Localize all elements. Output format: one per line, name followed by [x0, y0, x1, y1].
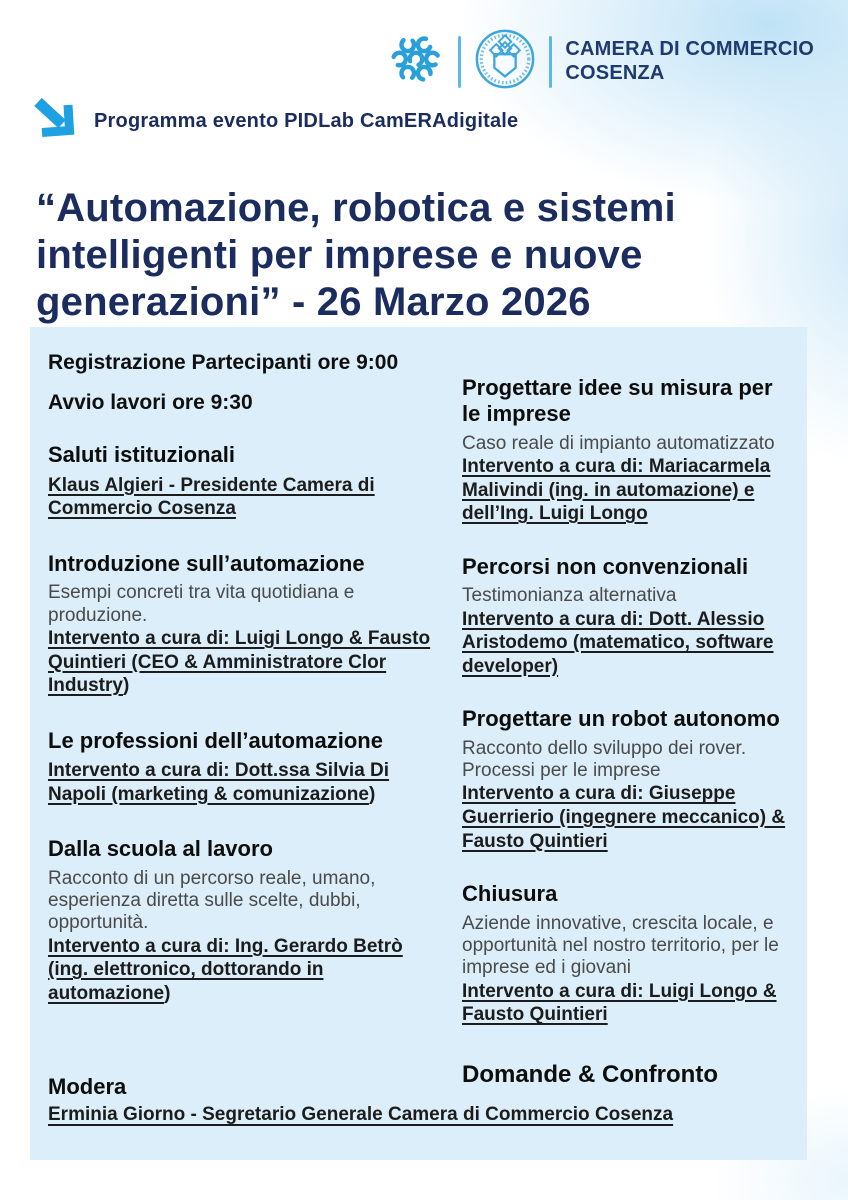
- speaker-link[interactable]: Intervento a cura di: Dott.ssa Silvia Di…: [48, 760, 390, 805]
- section-title: Introduzione sull’automazione: [48, 550, 365, 576]
- program-label: Programma evento PIDLab CamERAdigitale: [94, 110, 519, 132]
- program-label-row: Programma evento PIDLab CamERAdigitale: [34, 97, 519, 143]
- section-body: Testimonianza alternativa: [462, 585, 677, 607]
- section-body: Caso reale di impianto automatizzato: [462, 432, 775, 454]
- section-body: Racconto di un percorso reale, umano, es…: [48, 867, 376, 934]
- speaker-link[interactable]: Intervento a cura di: Luigi Longo & Faus…: [462, 980, 777, 1026]
- section-percorsi-non-convenzionali: Percorsi non convenzionali Testimonianza…: [462, 554, 789, 678]
- speaker-link[interactable]: Klaus Algieri - Presidente Camera di Com…: [48, 474, 375, 520]
- qa-heading: Domande & Confronto: [462, 1060, 718, 1088]
- section-saluti-istituzionali: Saluti istituzionali Klaus Algieri - Pre…: [48, 442, 434, 520]
- section-title: Chiusura: [462, 881, 558, 907]
- section-title: Percorsi non convenzionali: [462, 553, 749, 579]
- brand-name-line1: CAMERA DI COMMERCIO: [565, 37, 814, 60]
- section-title: Le professioni dell’automazione: [48, 727, 383, 753]
- section-title: Saluti istituzionali: [48, 442, 236, 468]
- link-suffix: ): [368, 783, 376, 805]
- section-body: Aziende innovative, crescita locale, e o…: [462, 912, 779, 979]
- speaker-link[interactable]: Intervento a cura di: Ing. Gerardo Betrò…: [48, 935, 403, 1004]
- moderation-block: Modera Erminia Giorno - Segretario Gener…: [48, 1074, 788, 1126]
- section-progettare-idee: Progettare idee su misura per le imprese…: [462, 375, 789, 526]
- brand-name: CAMERA DI COMMERCIO COSENZA: [565, 38, 814, 85]
- section-progettare-robot-autonomo: Progettare un robot autonomo Racconto de…: [462, 706, 789, 853]
- moderation-title: Modera: [48, 1074, 127, 1099]
- program-box: Registrazione Partecipanti ore 9:00 Avvi…: [30, 327, 807, 1160]
- section-title: Progettare un robot autonomo: [462, 706, 780, 732]
- brand-logo-group: CAMERA DI COMMERCIO COSENZA: [387, 28, 814, 95]
- program-column-left: Registrazione Partecipanti ore 9:00 Avvi…: [48, 345, 442, 1089]
- swirl-flower-logo-icon: [387, 30, 445, 93]
- link-suffix: ): [164, 982, 171, 1004]
- brand-name-line2: COSENZA: [565, 61, 665, 84]
- section-title: Progettare idee su misura per le imprese: [462, 375, 773, 427]
- section-title: Dalla scuola al lavoro: [48, 836, 273, 862]
- logo-divider: [549, 35, 553, 88]
- arrow-down-right-icon: [34, 97, 78, 143]
- moderator-link[interactable]: Erminia Giorno - Segretario Generale Cam…: [48, 1104, 674, 1125]
- link-suffix: ): [122, 675, 130, 697]
- logo-divider: [458, 35, 462, 88]
- chamber-seal-logo-icon: [474, 28, 536, 95]
- section-body: Esempi concreti tra vita quotidiana e pr…: [48, 582, 355, 626]
- section-introduzione-automazione: Introduzione sull’automazione Esempi con…: [48, 551, 434, 698]
- start-time: Avvio lavori ore 9:30: [48, 390, 253, 414]
- section-professioni-automazione: Le professioni dell’automazione Interven…: [48, 728, 434, 806]
- speaker-link[interactable]: Intervento a cura di: Giuseppe Guerrieri…: [462, 783, 786, 852]
- section-dalla-scuola-al-lavoro: Dalla scuola al lavoro Racconto di un pe…: [48, 836, 434, 1005]
- speaker-link[interactable]: Intervento a cura di: Dott. Alessio Aris…: [462, 608, 774, 677]
- program-column-right: Progettare idee su misura per le imprese…: [442, 345, 789, 1089]
- section-body: Racconto dello sviluppo dei rover. Proce…: [462, 737, 747, 782]
- speaker-link[interactable]: Intervento a cura di: Mariacarmela Maliv…: [462, 456, 771, 525]
- section-chiusura: Chiusura Aziende innovative, crescita lo…: [462, 881, 789, 1027]
- program-columns: Registrazione Partecipanti ore 9:00 Avvi…: [48, 345, 789, 1089]
- registration-block: Registrazione Partecipanti ore 9:00 Avvi…: [48, 345, 434, 420]
- speaker-link[interactable]: Intervento a cura di: Luigi Longo & Faus…: [48, 628, 431, 697]
- event-title: “Automazione, robotica e sistemi intelli…: [36, 185, 676, 325]
- registration-time: Registrazione Partecipanti ore 9:00: [48, 351, 399, 374]
